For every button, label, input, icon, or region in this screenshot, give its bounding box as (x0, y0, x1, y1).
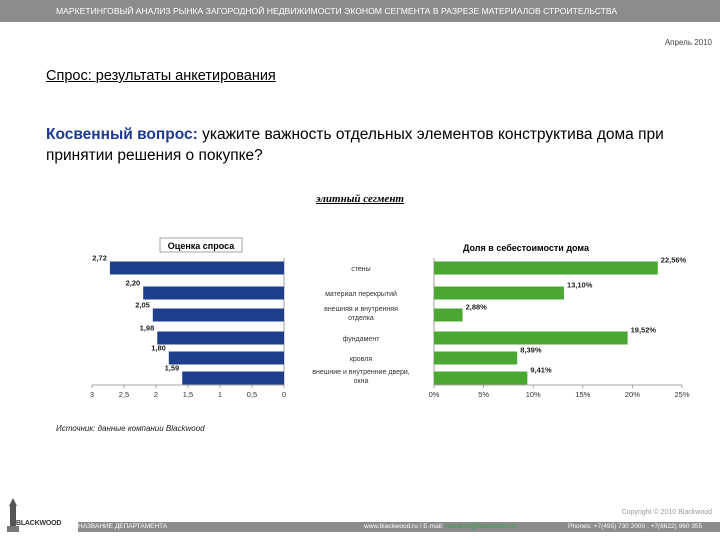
copyright: Copyright © 2010 Blackwood (621, 509, 712, 516)
category-label: фундамент (343, 336, 381, 343)
cost-bar (434, 351, 518, 365)
cost-bar-label: 22,56% (661, 256, 687, 265)
footer-contacts: www.blackwood.ru / E-mail: research@blac… (364, 522, 515, 532)
cost-tick-label: 5% (478, 390, 489, 399)
footer-email[interactable]: research@blackwood.ru (445, 523, 516, 530)
demand-bar-label: 2,72 (92, 254, 107, 263)
demand-bar (168, 351, 284, 365)
demand-tick-label: 0,5 (247, 390, 257, 399)
demand-chart-title: Оценка спроса (168, 241, 235, 251)
demand-bar-label: 2,20 (126, 279, 141, 288)
cost-chart-title: Доля в себестоимости дома (463, 243, 590, 253)
cost-tick-label: 15% (575, 390, 590, 399)
section-title: Спрос: результаты анкетирования (46, 68, 276, 84)
logo-text: BLACKWOOD (16, 520, 62, 527)
footer-phones: Phones: +7(495) 730 2000 ; +7(8622) 960 … (568, 523, 703, 530)
category-label: внешняя и внутренняя отделка (324, 306, 398, 322)
demand-tick-label: 1,5 (183, 390, 193, 399)
demand-tick-label: 0 (282, 390, 286, 399)
cost-tick-label: 25% (674, 390, 689, 399)
question-lead: Косвенный вопрос: (46, 126, 198, 143)
demand-bar-label: 1,59 (165, 364, 180, 373)
cost-bar (434, 331, 628, 345)
cost-bar (434, 286, 564, 300)
cost-bar (434, 371, 528, 385)
category-label: материал перекрытий (325, 290, 397, 298)
demand-bar-label: 1,80 (151, 344, 166, 353)
question-text: Косвенный вопрос: укажите важность отдел… (46, 124, 666, 166)
demand-bar (109, 261, 284, 275)
question-body: укажите важность отдельных элементов кон… (46, 126, 664, 164)
category-label: внешние и внутренние двери, окна (312, 369, 410, 385)
demand-bar-label: 1,98 (140, 324, 155, 333)
report-date: Апрель 2010 (664, 38, 712, 47)
category-labels: стены материал перекрытий внешняя и внутре… (312, 266, 410, 385)
cost-tick-label: 0% (429, 390, 440, 399)
cost-bar-label: 8,39% (520, 346, 542, 355)
cost-bar-label: 13,10% (567, 281, 593, 290)
category-label: кровля (350, 356, 372, 363)
demand-bar (143, 286, 284, 300)
cost-tick-label: 20% (625, 390, 640, 399)
demand-bar (182, 371, 284, 385)
cost-tick-label: 10% (526, 390, 541, 399)
footer-website: www.blackwood.ru / E-mail: (364, 523, 446, 530)
footer-bar: НАЗВАНИЕ ДЕПАРТАМЕНТА www.blackwood.ru /… (78, 522, 720, 532)
demand-chart-title-box (159, 237, 243, 253)
charts-canvas: Оценка спроса 3 2,5 2 1,5 1 0,5 0 2,72 2,20 2,05 1,… (90, 237, 690, 399)
cost-bar-label: 2,88% (466, 303, 488, 312)
demand-bar (152, 308, 284, 322)
source-note: Источник: данные компании Blackwood (56, 424, 205, 433)
category-label: стены (351, 266, 370, 273)
demand-tick-label: 3 (90, 390, 94, 399)
demand-tick-label: 2 (154, 390, 158, 399)
demand-chart: Оценка спроса 3 2,5 2 1,5 1 0,5 0 2,72 2,20 2,05 1,… (90, 237, 286, 399)
demand-bar-label: 2,05 (135, 301, 150, 310)
cost-chart-title-box (454, 240, 599, 254)
header-bar: МАРКЕТИНГОВЫЙ АНАЛИЗ РЫНКА ЗАГОРОДНОЙ НЕ… (0, 0, 720, 22)
demand-bar (157, 331, 284, 345)
segment-label: элитный сегмент (316, 193, 404, 205)
demand-tick-label: 2,5 (119, 390, 129, 399)
cost-bar (434, 261, 658, 275)
header-title: МАРКЕТИНГОВЫЙ АНАЛИЗ РЫНКА ЗАГОРОДНОЙ НЕ… (56, 6, 618, 16)
cost-bar-label: 19,52% (631, 326, 657, 335)
cost-bar (434, 308, 463, 322)
cost-bar-label: 9,41% (530, 366, 552, 375)
footer-department: НАЗВАНИЕ ДЕПАРТАМЕНТА (78, 523, 168, 530)
tower-icon (7, 498, 19, 532)
demand-tick-label: 1 (218, 390, 222, 399)
cost-share-chart: Доля в себестоимости дома 0% 5% 10% 15% 20% 25… (429, 240, 690, 399)
